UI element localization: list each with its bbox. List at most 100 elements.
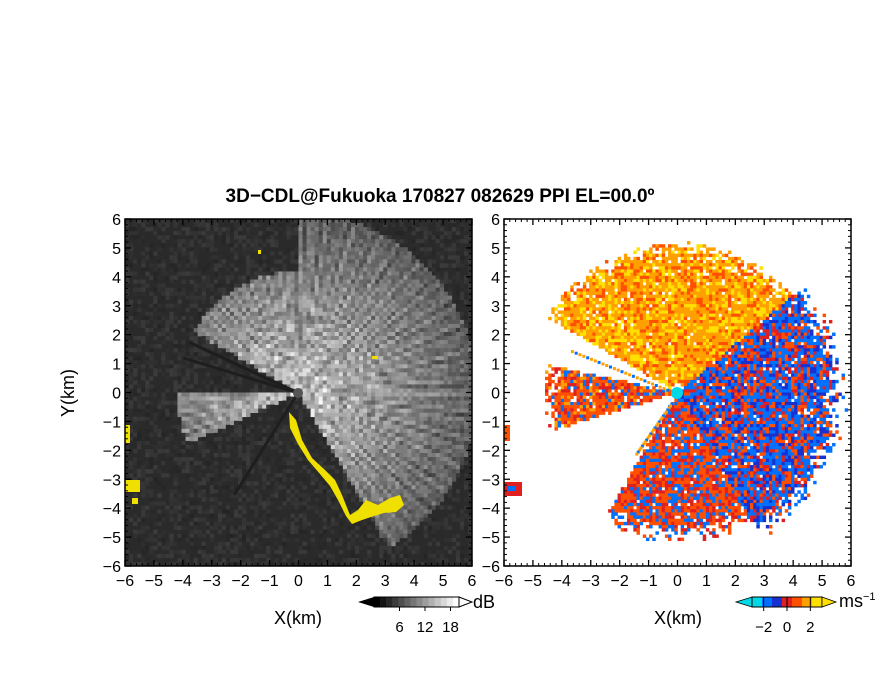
snr-cell [157,448,162,454]
snr-cell [165,356,170,361]
snr-cell [217,255,223,260]
snr-cell [330,388,336,393]
snr-cell [455,420,461,426]
snr-cell [274,388,279,393]
snr-cell [314,315,320,321]
snr-cell [181,247,186,252]
snr-cell [254,376,259,381]
snr-cell [246,356,251,361]
snr-cell [189,243,194,248]
snr-cell [133,493,138,498]
snr-cell [217,396,223,401]
snr-cell [322,263,328,268]
snr-cell [229,323,235,329]
snr-cell [443,424,449,430]
snr-cell [306,404,311,409]
snr-cell [229,505,235,510]
snr-cell [274,481,279,486]
snr-cell [270,315,275,321]
snr-cell [459,432,465,438]
snr-cell [274,412,279,418]
snr-cell [354,275,360,280]
snr-cell [379,348,384,353]
snr-cell [205,396,211,401]
snr-cell [435,457,441,462]
snr-cell [387,424,392,430]
snr-cell [435,235,441,240]
snr-cell [326,392,332,397]
snr-cell [193,388,198,393]
snr-cell [338,323,344,329]
snr-cell [407,428,412,434]
snr-cell [201,247,207,252]
snr-cell [463,307,469,313]
snr-cell [371,235,376,240]
snr-cell [294,307,299,313]
snr-cell [379,489,384,494]
snr-cell [274,344,279,349]
snr-cell [229,432,235,438]
snr-cell [391,404,396,409]
snr-cell [443,473,449,478]
snr-cell [399,356,404,361]
snr-cell [354,283,360,288]
snr-cell [367,271,372,276]
snr-cell [209,465,215,470]
snr-cell [443,493,449,498]
snr-cell [367,465,372,470]
snr-cell [193,348,198,353]
snr-cell [342,416,348,422]
snr-cell [201,352,207,357]
snr-cell [237,436,243,442]
snr-cell [229,243,235,248]
snr-cell [407,473,412,478]
snr-cell [125,473,130,478]
snr-cell [286,307,291,313]
snr-cell [294,457,299,462]
snr-cell [419,307,424,313]
snr-cell [359,243,364,248]
snr-cell [447,408,453,414]
snr-cell [346,404,352,409]
snr-cell [359,372,364,377]
snr-cell [330,327,336,333]
snr-cell [274,372,279,377]
snr-cell [237,336,243,341]
snr-cell [399,396,404,401]
snr-cell [371,344,376,349]
snr-cell [459,380,465,385]
snr-cell [205,497,211,502]
snr-cell [439,384,445,389]
snr-cell [133,477,138,482]
snr-cell [177,255,182,260]
snr-cell [189,380,194,385]
snr-cell [411,473,416,478]
snr-cell [330,368,336,373]
snr-cell [173,416,178,422]
snr-cell [379,469,384,474]
snr-cell [419,469,424,474]
snr-cell [415,291,420,297]
snr-cell [375,352,380,357]
snr-cell [342,307,348,313]
snr-cell [435,453,441,458]
snr-cell [443,453,449,458]
snr-cell [411,392,416,397]
snr-cell [286,376,291,381]
snr-cell [346,344,352,349]
snr-cell [141,493,146,498]
snr-cell [310,444,315,450]
snr-cell [403,436,408,442]
snr-cell [359,231,364,236]
snr-cell [278,255,283,260]
snr-cell [129,239,134,244]
snr-cell [379,448,384,454]
snr-cell [334,275,340,280]
snr-cell [363,263,368,268]
snr-cell [423,315,428,321]
snr-cell [193,283,198,288]
snr-cell [467,448,472,454]
snr-cell [350,440,356,446]
snr-cell [346,400,352,405]
snr-cell [375,368,380,373]
